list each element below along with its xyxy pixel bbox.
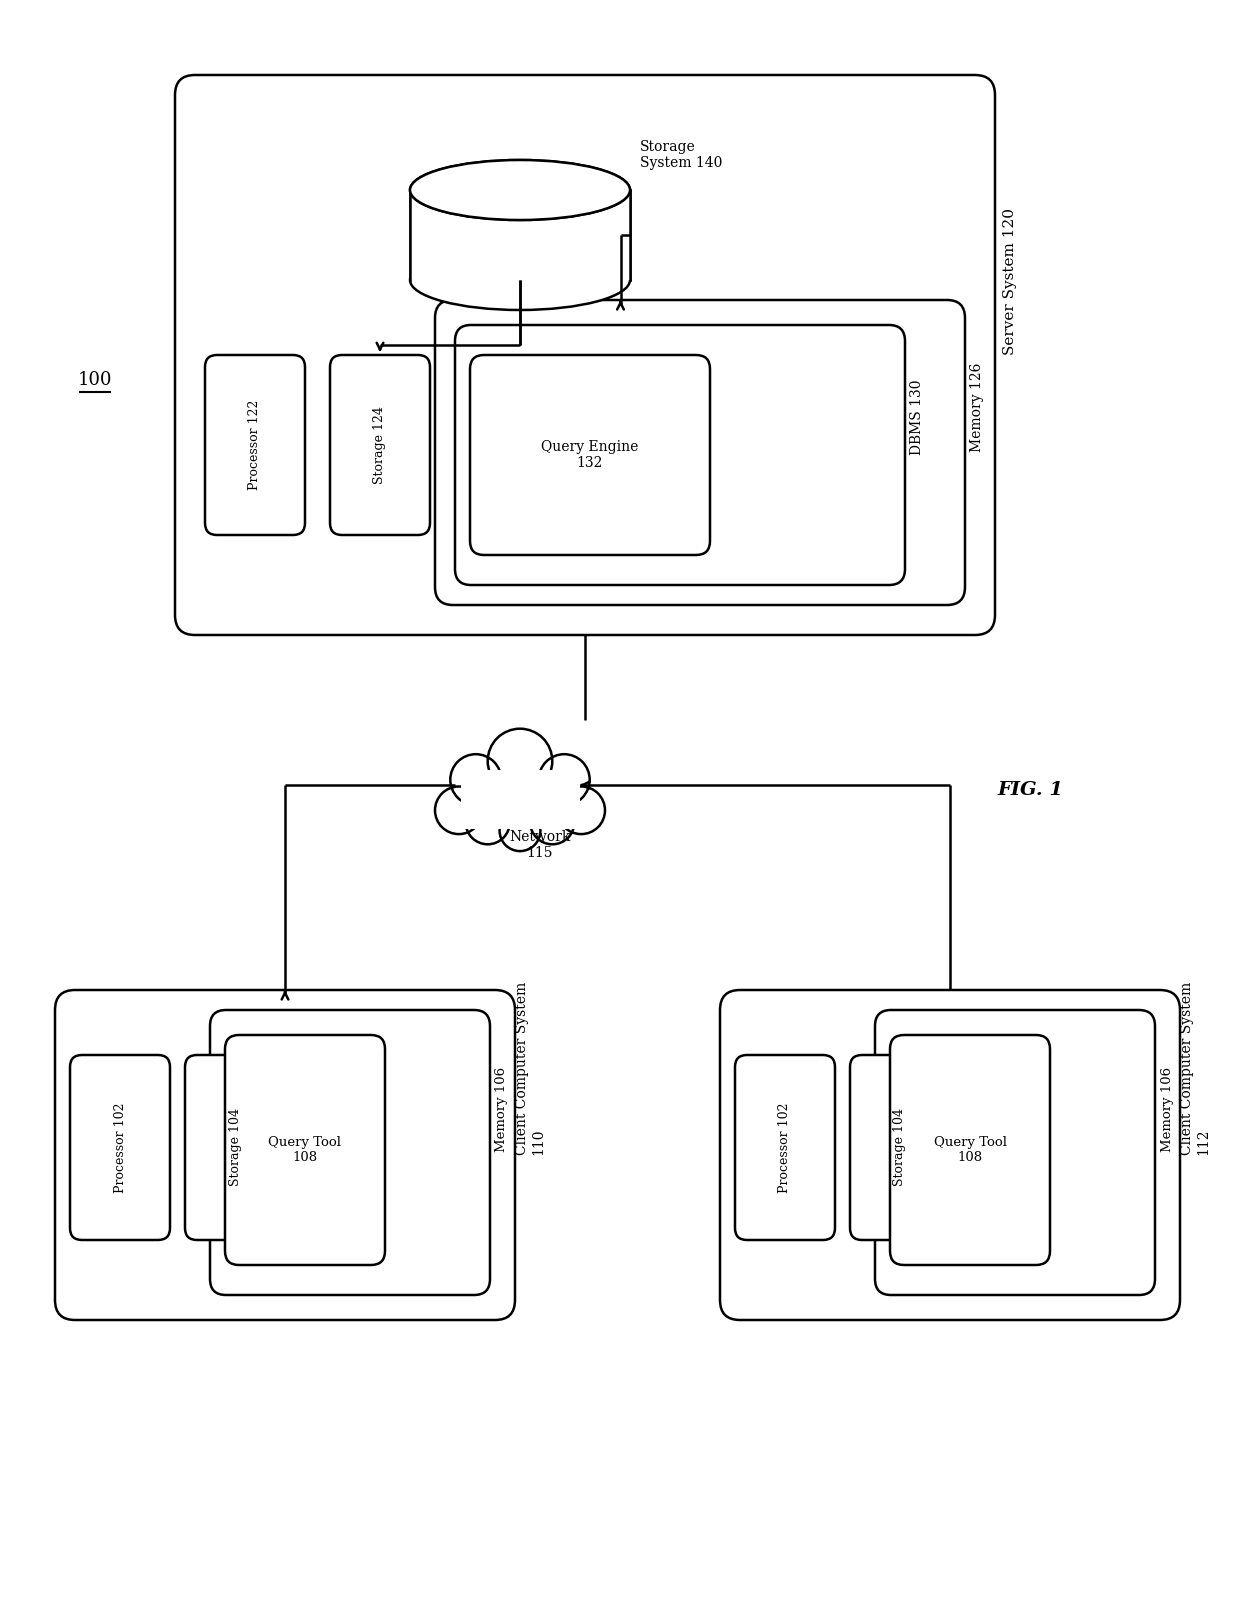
FancyBboxPatch shape bbox=[185, 1054, 285, 1241]
Text: Server System 120: Server System 120 bbox=[1003, 209, 1017, 355]
Ellipse shape bbox=[410, 160, 630, 220]
Text: Memory 126: Memory 126 bbox=[970, 363, 985, 453]
FancyBboxPatch shape bbox=[455, 324, 905, 584]
Text: FIG. 1: FIG. 1 bbox=[997, 782, 1063, 799]
Text: 100: 100 bbox=[78, 371, 113, 388]
Text: Query Tool
108: Query Tool 108 bbox=[269, 1136, 341, 1164]
FancyBboxPatch shape bbox=[210, 1010, 490, 1295]
FancyBboxPatch shape bbox=[175, 75, 994, 636]
FancyBboxPatch shape bbox=[470, 355, 711, 555]
Text: Client Computer System
112: Client Computer System 112 bbox=[1180, 982, 1210, 1156]
Text: Memory 106: Memory 106 bbox=[496, 1067, 508, 1152]
Text: Storage 104: Storage 104 bbox=[894, 1109, 906, 1186]
Text: Processor 102: Processor 102 bbox=[779, 1103, 791, 1193]
Text: Network
115: Network 115 bbox=[510, 830, 570, 860]
Circle shape bbox=[558, 786, 605, 835]
FancyBboxPatch shape bbox=[735, 1054, 835, 1241]
FancyBboxPatch shape bbox=[890, 1035, 1050, 1265]
Text: Query Engine
132: Query Engine 132 bbox=[542, 440, 639, 470]
Circle shape bbox=[435, 786, 482, 835]
FancyBboxPatch shape bbox=[55, 990, 515, 1319]
FancyBboxPatch shape bbox=[435, 300, 965, 605]
Circle shape bbox=[500, 811, 541, 851]
FancyBboxPatch shape bbox=[224, 1035, 384, 1265]
Text: Storage 104: Storage 104 bbox=[228, 1109, 242, 1186]
Circle shape bbox=[538, 754, 590, 806]
FancyBboxPatch shape bbox=[720, 990, 1180, 1319]
Text: Query Tool
108: Query Tool 108 bbox=[934, 1136, 1007, 1164]
Circle shape bbox=[531, 801, 574, 844]
Ellipse shape bbox=[410, 250, 630, 310]
Text: Storage 124: Storage 124 bbox=[373, 406, 387, 485]
Text: Client Computer System
110: Client Computer System 110 bbox=[515, 982, 546, 1156]
Text: Processor 102: Processor 102 bbox=[114, 1103, 126, 1193]
FancyBboxPatch shape bbox=[875, 1010, 1154, 1295]
Polygon shape bbox=[460, 782, 579, 830]
Circle shape bbox=[465, 801, 510, 844]
Circle shape bbox=[450, 754, 501, 806]
Ellipse shape bbox=[410, 160, 630, 220]
Text: Storage
System 140: Storage System 140 bbox=[640, 140, 723, 170]
Circle shape bbox=[487, 729, 552, 793]
FancyBboxPatch shape bbox=[205, 355, 305, 534]
Polygon shape bbox=[482, 769, 558, 804]
Text: Memory 106: Memory 106 bbox=[1161, 1067, 1173, 1152]
Text: Processor 122: Processor 122 bbox=[248, 400, 262, 490]
FancyBboxPatch shape bbox=[330, 355, 430, 534]
Polygon shape bbox=[410, 189, 630, 279]
Text: DBMS 130: DBMS 130 bbox=[910, 379, 924, 454]
FancyBboxPatch shape bbox=[849, 1054, 950, 1241]
FancyBboxPatch shape bbox=[69, 1054, 170, 1241]
